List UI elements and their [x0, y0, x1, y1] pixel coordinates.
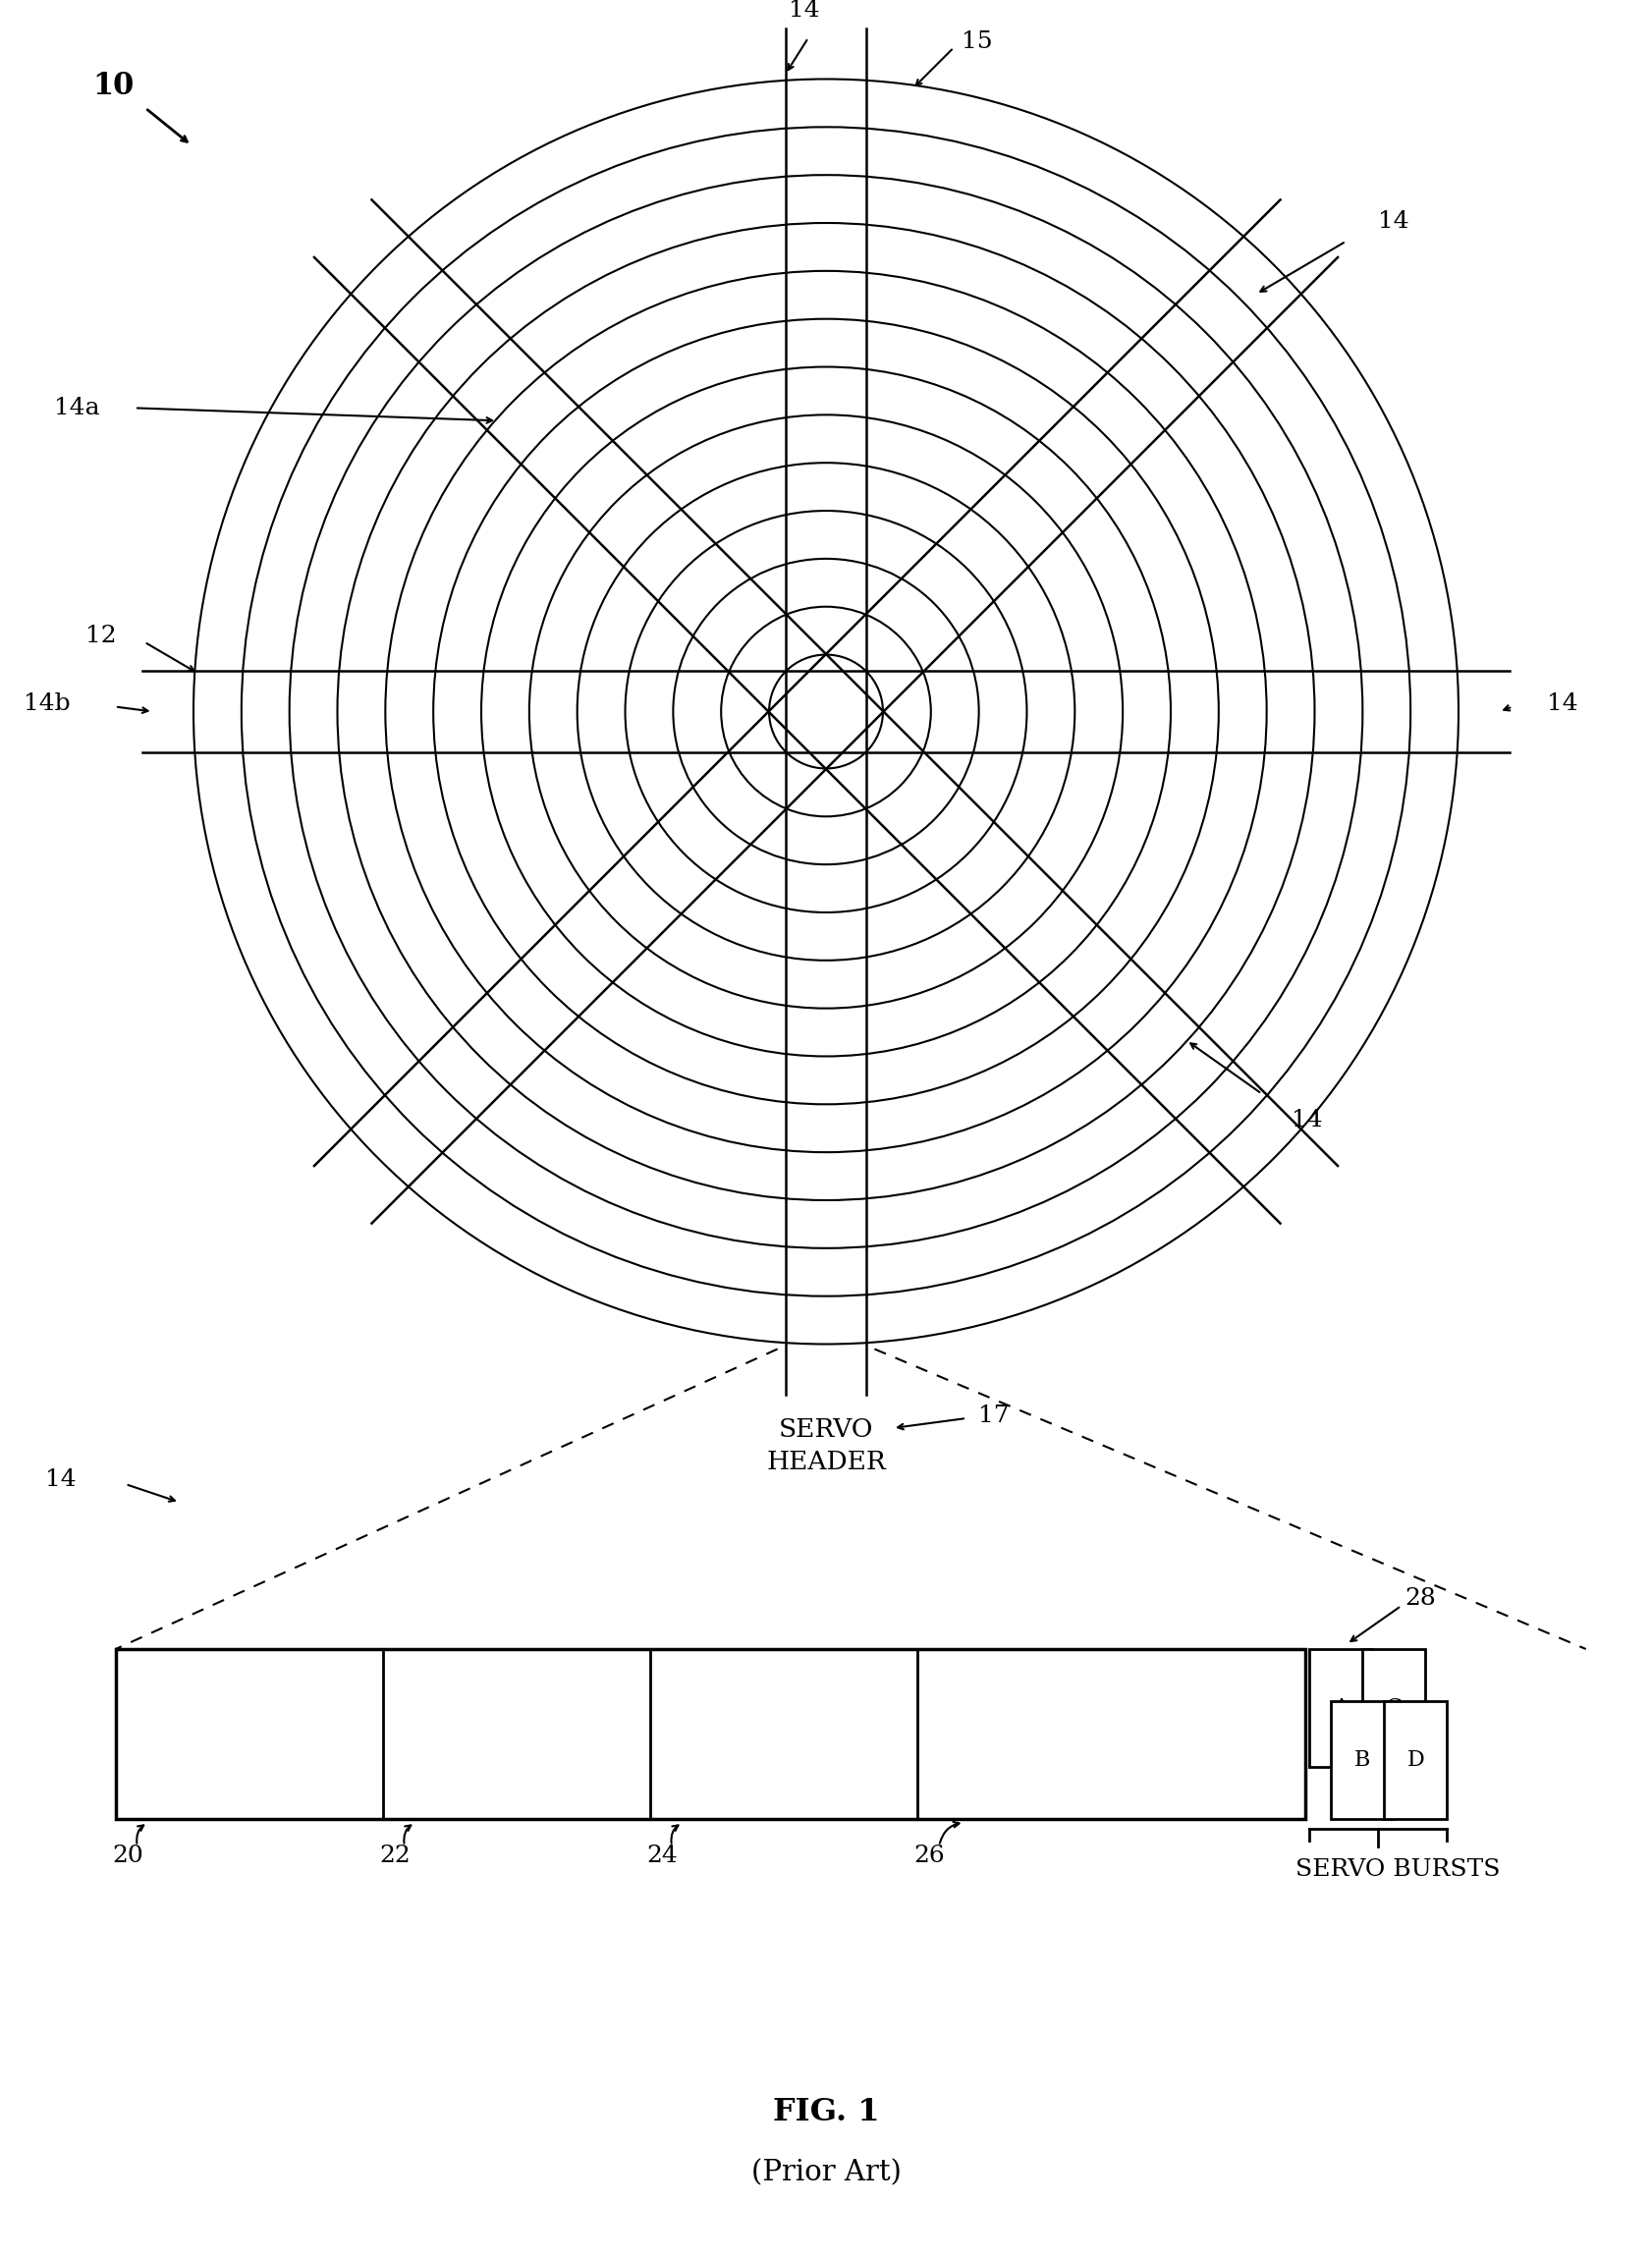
Text: 10: 10 [93, 72, 134, 102]
Text: 14b: 14b [23, 694, 71, 716]
Text: 22: 22 [378, 1846, 410, 1868]
Bar [1363, 1649, 1426, 1767]
Bar [1384, 1701, 1447, 1818]
Text: SERVO
HEADER: SERVO HEADER [767, 1416, 885, 1475]
Text: 12: 12 [86, 623, 117, 646]
Text: A: A [1333, 1697, 1348, 1719]
Text: 26: 26 [914, 1846, 945, 1868]
Bar [1308, 1649, 1371, 1767]
Text: 28: 28 [1406, 1586, 1436, 1608]
Text: PLL: PLL [225, 1721, 274, 1744]
Text: C: C [1386, 1697, 1403, 1719]
Text: 14: 14 [1378, 210, 1409, 233]
Text: 15: 15 [961, 29, 993, 52]
Text: B: B [1355, 1748, 1371, 1771]
Text: D: D [1408, 1748, 1424, 1771]
Text: SERVO BURSTS: SERVO BURSTS [1295, 1857, 1500, 1879]
Text: (Prior Art): (Prior Art) [752, 2160, 900, 2187]
Text: 14: 14 [1292, 1109, 1322, 1132]
Bar [1332, 1701, 1394, 1818]
Text: 14a: 14a [55, 398, 101, 420]
Bar [116, 1649, 1305, 1818]
Text: SSM: SSM [487, 1721, 545, 1744]
Text: 20: 20 [112, 1846, 144, 1868]
Text: 14: 14 [45, 1468, 76, 1491]
Text: WEDGE
ID: WEDGE ID [1061, 1710, 1161, 1758]
Text: TKID: TKID [752, 1721, 816, 1744]
Text: 17: 17 [978, 1405, 1009, 1428]
Text: 14: 14 [1546, 694, 1578, 716]
Text: 24: 24 [646, 1846, 677, 1868]
Text: 14: 14 [790, 0, 819, 23]
Text: FIG. 1: FIG. 1 [773, 2096, 879, 2128]
